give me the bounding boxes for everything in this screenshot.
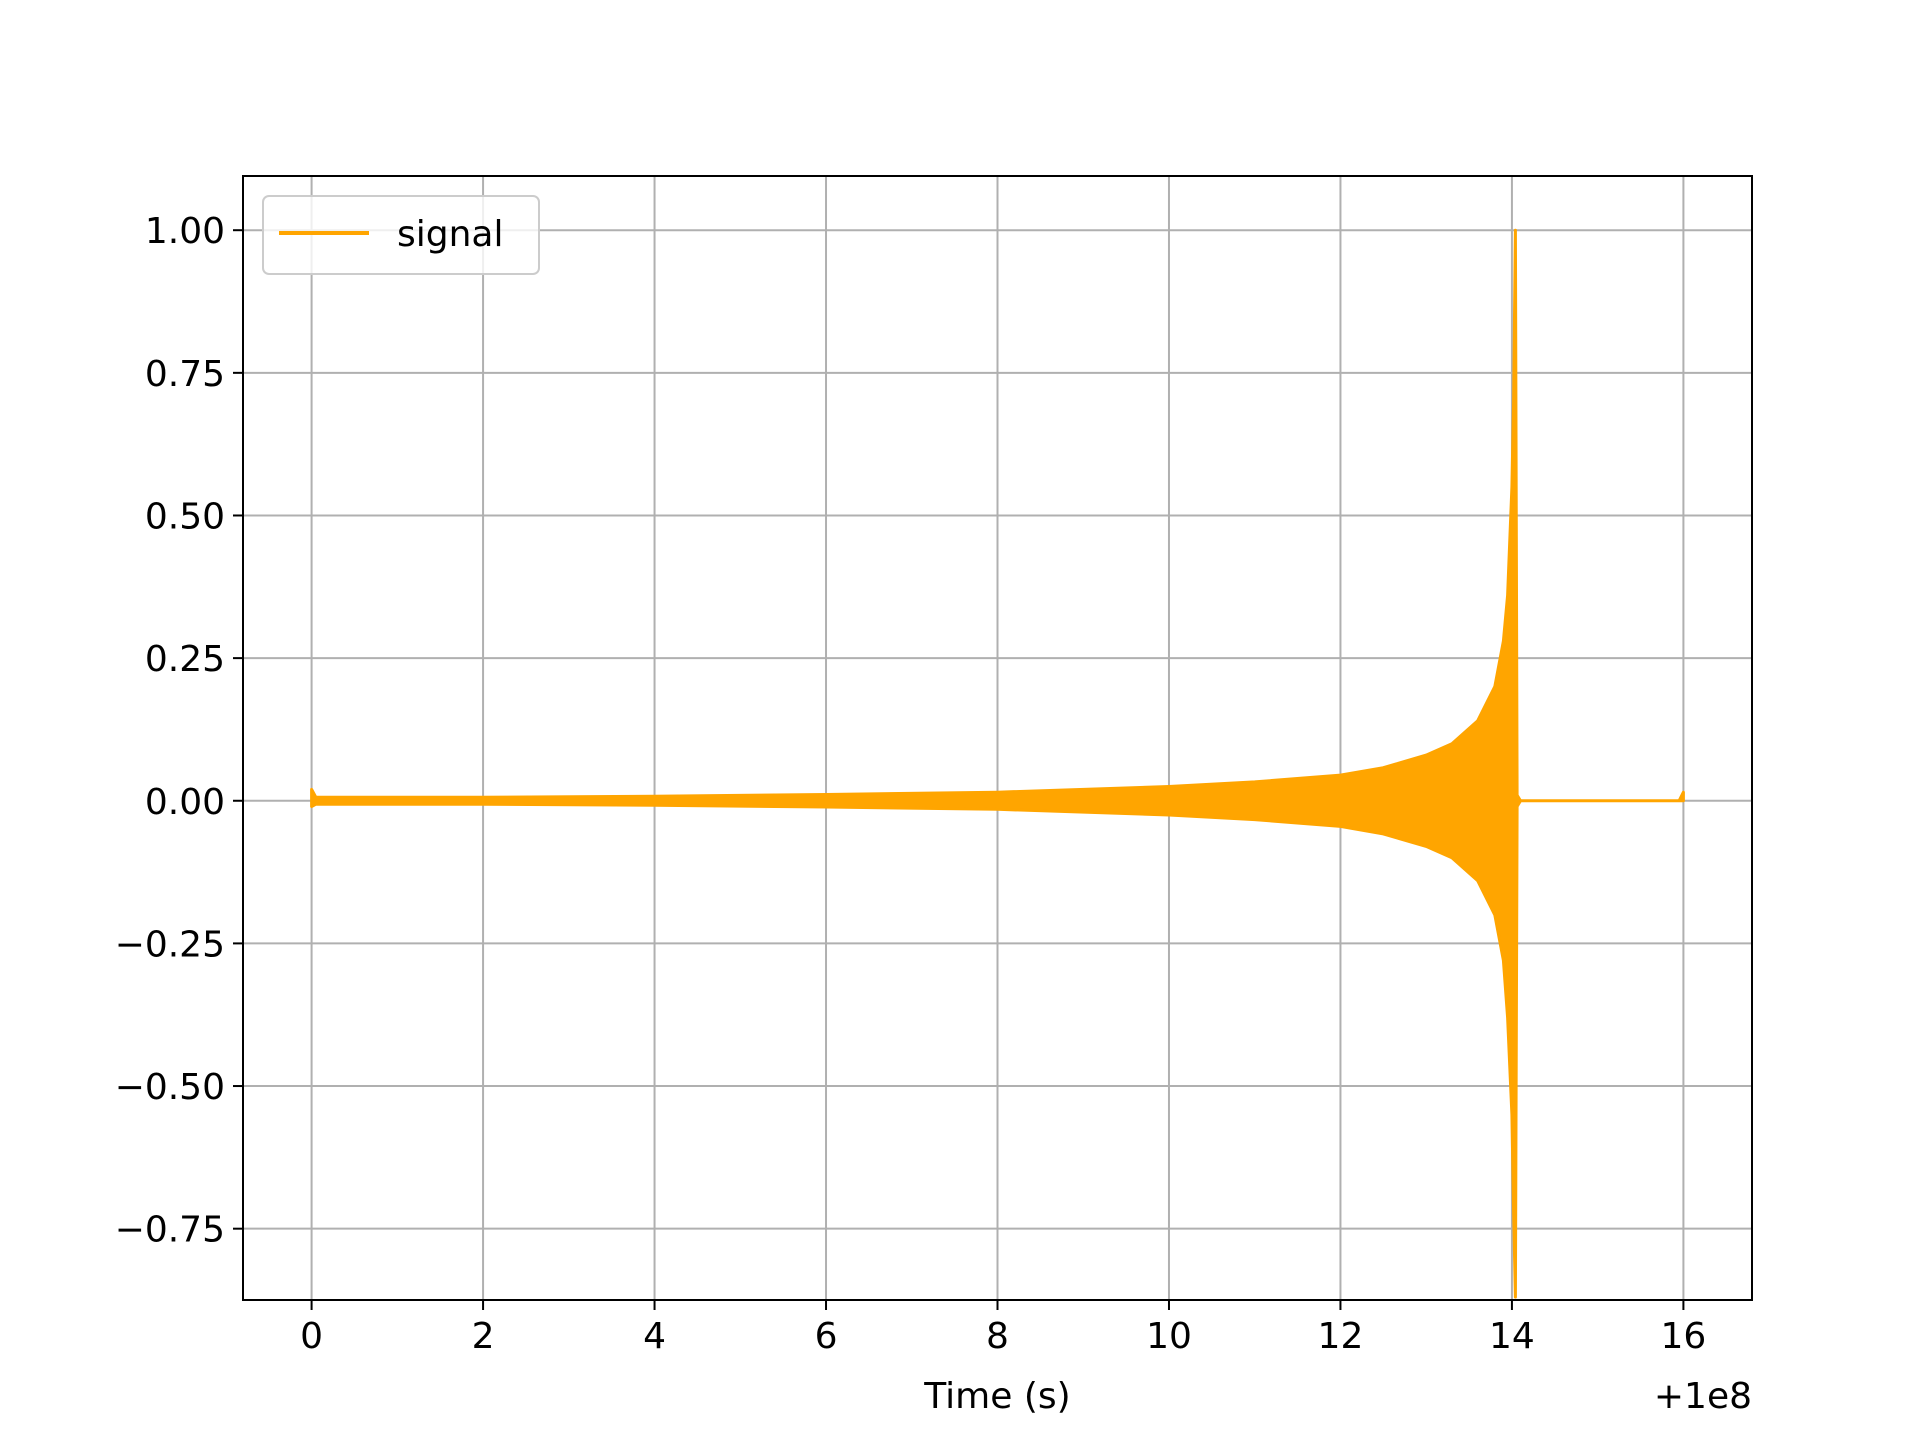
y-tick-label: 0.00	[145, 782, 225, 823]
ticks: 0 2 4 6 8 10 12 14 16 −0.75 −0.50 −0.25 0.00 0.25 0.50…	[115, 211, 1707, 1357]
legend: signal	[262, 195, 540, 275]
x-tick-label: 14	[1489, 1316, 1535, 1357]
y-tick-label: 1.00	[145, 211, 225, 252]
x-tick-label: 8	[986, 1316, 1009, 1357]
y-tick-label: 0.50	[145, 496, 225, 537]
legend-box	[262, 195, 540, 275]
y-tick-label: −0.75	[115, 1210, 225, 1251]
x-tick-label: 6	[815, 1316, 838, 1357]
x-axis-label: Time (s)	[923, 1376, 1070, 1417]
signal-series	[310, 228, 1685, 1299]
x-tick-label: 10	[1146, 1316, 1192, 1357]
y-tick-label: 0.75	[145, 354, 225, 395]
x-tick-label: 0	[300, 1316, 323, 1357]
x-tick-label: 2	[472, 1316, 495, 1357]
y-tick-label: 0.25	[145, 639, 225, 680]
legend-label-signal: signal	[397, 214, 504, 255]
x-tick-label: 4	[643, 1316, 666, 1357]
x-tick-label: 16	[1661, 1316, 1707, 1357]
grid	[243, 176, 1752, 1300]
y-tick-label: −0.50	[115, 1067, 225, 1108]
y-tick-label: −0.25	[115, 924, 225, 965]
plot-data	[310, 228, 1685, 1299]
x-axis-offset-label: +1e8	[1654, 1376, 1752, 1417]
x-tick-label: 12	[1318, 1316, 1364, 1357]
